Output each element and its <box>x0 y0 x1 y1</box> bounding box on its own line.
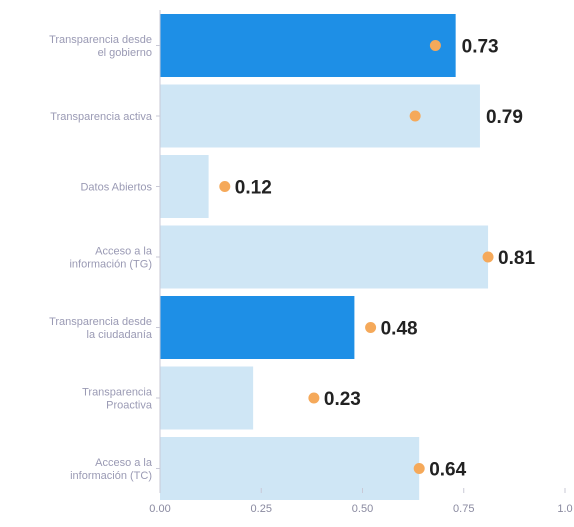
category-label: Transparencia desde el gobierno <box>49 34 152 59</box>
bar <box>160 155 209 218</box>
value-label: 0.79 <box>486 107 523 128</box>
bar <box>160 366 254 430</box>
x-tick-label: 0.25 <box>251 503 272 515</box>
marker-dot <box>413 463 425 474</box>
x-axis: 0.00 0.25 0.50 0.75 1.0 <box>149 10 573 515</box>
x-tick-label: 0.50 <box>352 503 373 515</box>
bar <box>160 14 456 77</box>
bar <box>160 225 489 289</box>
category-label: Transparencia desde la ciudadanía <box>49 316 153 341</box>
value-label: 0.12 <box>235 178 272 199</box>
value-labels: 0.73 0.79 0.12 0.81 0.48 0.23 0.64 <box>235 37 536 481</box>
category-label: Acceso a la información (TG) <box>69 246 152 271</box>
value-label: 0.81 <box>498 248 535 269</box>
value-label: 0.73 <box>462 37 499 58</box>
bar <box>160 437 420 500</box>
marker-dot <box>219 181 231 192</box>
category-label: Transparencia Proactiva <box>82 387 153 412</box>
marker-dot <box>482 251 494 263</box>
marker-dot <box>365 322 377 333</box>
marker-dot <box>429 40 441 51</box>
marker-dot <box>308 392 320 404</box>
category-labels: Transparencia desde el gobierno Transparen… <box>49 34 153 482</box>
x-tick-label: 0.00 <box>149 503 170 515</box>
marker-dot <box>409 110 421 122</box>
category-label: Datos Abiertos <box>80 182 152 194</box>
markers-group <box>219 40 494 474</box>
value-label: 0.64 <box>429 460 466 481</box>
bars-group <box>160 14 489 500</box>
value-label: 0.23 <box>324 389 361 410</box>
category-label: Acceso a la información (TC) <box>70 457 153 482</box>
x-tick-label: 1.0 <box>557 503 572 515</box>
category-label: Transparencia activa <box>50 111 153 123</box>
value-label: 0.48 <box>381 319 418 340</box>
x-tick-label: 0.75 <box>453 503 474 515</box>
bar <box>160 296 355 359</box>
bar <box>160 84 480 148</box>
